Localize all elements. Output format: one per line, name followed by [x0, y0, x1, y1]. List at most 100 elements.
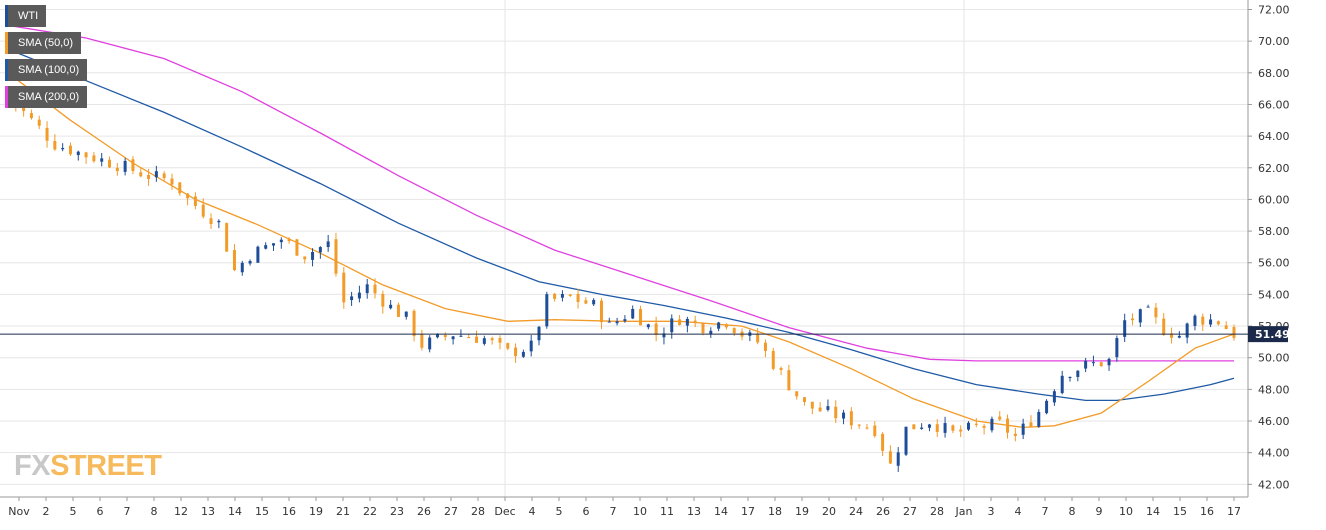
candle-body [412, 310, 416, 337]
x-tick-label: 15 [1173, 505, 1187, 518]
candle-body [1052, 391, 1056, 403]
candle-body [529, 340, 533, 352]
y-tick-label: 68.00 [1258, 67, 1290, 80]
legend-label-sma100: SMA (100,0) [8, 59, 88, 81]
candle-body [1060, 375, 1064, 394]
candle-body [717, 322, 721, 329]
candle-body [724, 324, 728, 328]
x-tick-label: 13 [201, 505, 215, 518]
candle-body [1224, 325, 1228, 330]
candle-body [1185, 323, 1189, 338]
candle-body [545, 294, 549, 327]
candle-body [29, 113, 33, 119]
legend-item-sma100[interactable]: SMA (100,0) [5, 59, 88, 81]
y-tick-label: 66.00 [1258, 98, 1290, 111]
candle-body [974, 423, 978, 425]
candle-body [435, 333, 439, 338]
last-price-tag [1248, 326, 1288, 343]
candle-body [22, 105, 26, 112]
legend-item-sma200[interactable]: SMA (200,0) [5, 86, 88, 108]
y-tick-label: 46.00 [1258, 415, 1290, 428]
x-tick-label: 18 [768, 505, 782, 518]
candle-body [607, 321, 611, 323]
candle-body [685, 318, 689, 326]
candle-body [1123, 320, 1127, 337]
candle-body [834, 406, 838, 419]
candle-body [756, 333, 760, 343]
candle-body [240, 262, 244, 273]
candle-body [139, 172, 143, 177]
candle-body [615, 321, 619, 324]
candle-body [599, 300, 603, 323]
fxstreet-logo: FXSTREET [14, 450, 162, 483]
x-tick-label: 21 [336, 505, 350, 518]
sma200-line [7, 24, 1234, 362]
candle-body [1216, 321, 1220, 325]
candle-body [592, 299, 596, 305]
candle-body [1170, 333, 1174, 338]
y-tick-label: 42.00 [1258, 478, 1290, 491]
candle-body [147, 175, 151, 179]
candle-body [670, 318, 674, 333]
legend-item-sma50[interactable]: SMA (50,0) [5, 32, 87, 54]
candle-body [279, 239, 283, 243]
x-tick-label: 24 [849, 505, 863, 518]
x-tick-label: Nov [8, 505, 30, 518]
candle-body [342, 272, 346, 303]
candle-body [631, 308, 635, 319]
legend-item-wti[interactable]: WTI [5, 5, 87, 27]
candle-body [732, 328, 736, 334]
x-tick-label: 2 [43, 505, 50, 518]
candle-body [857, 424, 861, 426]
x-tick-label: 8 [151, 505, 158, 518]
x-tick-label: Dec [494, 505, 515, 518]
candle-body [201, 204, 205, 217]
candle-body [810, 401, 814, 409]
x-tick-label: 17 [1227, 505, 1241, 518]
x-tick-label: 28 [930, 505, 944, 518]
y-tick-label: 54.00 [1258, 288, 1290, 301]
candle-body [154, 171, 158, 178]
candle-body [1037, 411, 1041, 427]
x-tick-label: 14 [228, 505, 242, 518]
candle-body [443, 335, 447, 337]
y-tick-label: 72.00 [1258, 3, 1290, 16]
candle-body [186, 193, 190, 199]
candle-body [865, 427, 869, 429]
plot-area [0, 0, 1248, 497]
legend: WTI SMA (50,0) SMA (100,0) SMA (200,0) [5, 5, 88, 113]
y-tick-label: 48.00 [1258, 383, 1290, 396]
legend-label-wti: WTI [8, 5, 47, 27]
candle-body [959, 429, 963, 432]
candle-body [404, 311, 408, 317]
candle-body [76, 151, 80, 156]
candle-body [951, 425, 955, 431]
candle-body [1146, 306, 1150, 308]
candle-body [904, 426, 908, 455]
x-tick-label: 23 [390, 505, 404, 518]
candle-body [170, 178, 174, 185]
candle-body [1209, 319, 1213, 325]
candle-body [68, 145, 72, 155]
candle-body [373, 284, 377, 294]
y-tick-label: 58.00 [1258, 225, 1290, 238]
candle-body [475, 336, 479, 343]
x-tick-label: 27 [903, 505, 917, 518]
candle-body [912, 424, 916, 430]
candle-body [1021, 423, 1025, 435]
candle-body [272, 243, 276, 246]
x-tick-label: 19 [795, 505, 809, 518]
x-tick-label: 4 [529, 505, 536, 518]
candle-body [248, 261, 252, 264]
sma100-line [7, 48, 1235, 402]
y-tick-label: 44.00 [1258, 447, 1290, 460]
candle-body [451, 336, 455, 340]
candle-body [209, 218, 213, 225]
candle-body [763, 342, 767, 351]
x-tick-label: 14 [714, 505, 728, 518]
candle-body [584, 300, 588, 304]
x-tick-label: 11 [660, 505, 674, 518]
candle-body [888, 451, 892, 464]
candle-body [350, 296, 354, 301]
